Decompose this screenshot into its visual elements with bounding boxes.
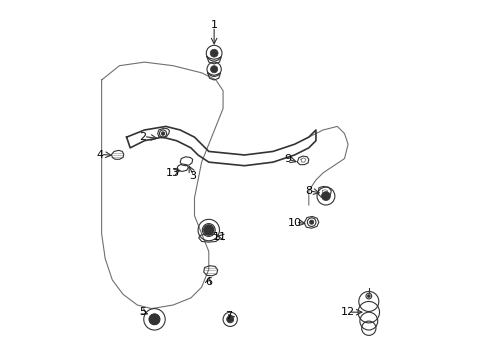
Circle shape xyxy=(210,49,218,57)
Text: 4: 4 xyxy=(96,150,103,160)
Text: 2: 2 xyxy=(139,132,146,142)
Circle shape xyxy=(309,220,313,224)
Circle shape xyxy=(161,132,164,135)
Text: 1: 1 xyxy=(210,19,217,30)
Text: 7: 7 xyxy=(224,311,231,321)
Circle shape xyxy=(210,66,217,73)
Circle shape xyxy=(366,295,369,297)
Circle shape xyxy=(151,317,157,322)
Text: 10: 10 xyxy=(287,218,301,228)
Text: 5: 5 xyxy=(139,307,146,317)
Circle shape xyxy=(149,314,160,325)
Text: 11: 11 xyxy=(212,232,226,242)
Text: 6: 6 xyxy=(205,277,212,287)
Text: 13: 13 xyxy=(166,168,180,178)
Circle shape xyxy=(205,227,212,233)
Text: 9: 9 xyxy=(283,154,290,163)
Text: 8: 8 xyxy=(305,186,312,196)
Text: 12: 12 xyxy=(340,307,354,317)
Circle shape xyxy=(321,192,330,201)
Circle shape xyxy=(226,316,233,323)
Circle shape xyxy=(203,225,214,235)
Text: 3: 3 xyxy=(189,171,196,181)
